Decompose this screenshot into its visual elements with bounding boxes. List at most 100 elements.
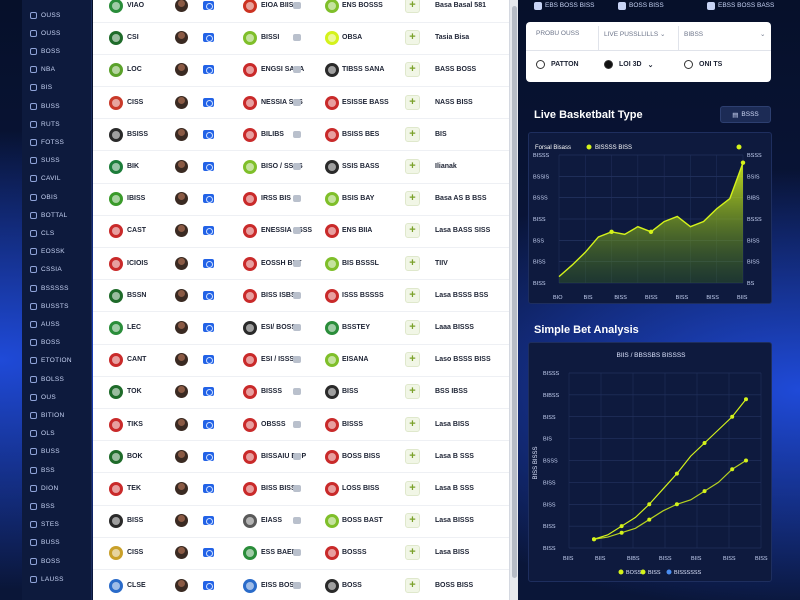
sidebar-item[interactable]: OUSS	[30, 26, 92, 40]
stream-icon[interactable]	[203, 548, 214, 558]
add-bet-button[interactable]: +	[405, 545, 420, 561]
sidebar-item[interactable]: SUSS	[30, 154, 92, 168]
add-bet-button[interactable]: +	[405, 577, 420, 593]
add-bet-button[interactable]: +	[405, 513, 420, 529]
table-row[interactable]: TEK BISS BISS LOSS BISS + Lasa B SSS	[93, 473, 509, 506]
add-bet-button[interactable]: +	[405, 352, 420, 368]
table-row[interactable]: IBISS IRSS BIS BSIS BAY + Basa AS B BSS	[93, 183, 509, 216]
table-row[interactable]: BSISS BILIBS BSISS BES + BIS	[93, 119, 509, 152]
sidebar-item[interactable]: BSS	[30, 499, 92, 513]
scrollbar-thumb[interactable]	[512, 6, 517, 578]
table-row[interactable]: VIAO EIOA BIIS ENS BOSSS + Basa Basal 58…	[93, 0, 509, 23]
data-point[interactable]	[740, 160, 746, 165]
sidebar-item[interactable]: ETOTION	[30, 354, 92, 368]
add-bet-button[interactable]: +	[405, 0, 420, 13]
data-point[interactable]	[744, 458, 748, 463]
stream-icon[interactable]	[203, 451, 214, 461]
add-bet-button[interactable]: +	[405, 384, 420, 400]
add-bet-button[interactable]: +	[405, 126, 420, 142]
data-point[interactable]	[609, 229, 614, 234]
stream-icon[interactable]	[203, 1, 214, 10]
sidebar-item[interactable]: BSSSSS	[30, 281, 92, 295]
add-bet-button[interactable]: +	[405, 255, 420, 271]
table-row[interactable]: TIKS OBSSS BISSS + Lasa BISS	[93, 409, 509, 442]
sidebar-item[interactable]: OBIS	[30, 190, 92, 204]
top-tab-1[interactable]: EBS BOSS BISS	[534, 0, 595, 11]
stream-icon[interactable]	[203, 65, 214, 75]
data-point[interactable]	[619, 524, 624, 529]
data-point[interactable]	[702, 441, 707, 445]
filter-header-1[interactable]: PROBU OUSS	[536, 30, 580, 37]
data-point[interactable]	[674, 502, 679, 507]
table-row[interactable]: CANT ESI / ISSSA EISANA + Laso BSSS BISS	[93, 344, 509, 377]
top-tab-3[interactable]: EBSS BOSS BASS	[707, 0, 774, 11]
stream-icon[interactable]	[203, 162, 214, 171]
sidebar-item[interactable]: BUSS	[30, 445, 92, 459]
add-bet-button[interactable]: +	[405, 448, 420, 464]
stream-icon[interactable]	[203, 516, 214, 526]
sidebar-item[interactable]: BOSS	[30, 554, 92, 568]
sidebar-item[interactable]: BOSS	[30, 336, 92, 350]
sidebar-item[interactable]: CLS	[30, 226, 92, 240]
sidebar-item[interactable]: BUSSTS	[30, 299, 92, 313]
stream-icon[interactable]	[203, 129, 214, 139]
stream-icon[interactable]	[203, 387, 214, 397]
sidebar-item[interactable]: DION	[30, 481, 92, 495]
table-row[interactable]: LOC ENGSI SASA TIBSS SANA + BASS BOSS	[93, 54, 509, 87]
stream-icon[interactable]	[203, 97, 214, 107]
stream-icon[interactable]	[203, 226, 214, 236]
data-point[interactable]	[674, 471, 679, 476]
sidebar-item[interactable]: CSSIA	[30, 263, 92, 277]
add-bet-button[interactable]: +	[405, 30, 420, 46]
add-bet-button[interactable]: +	[405, 223, 420, 239]
sidebar-item[interactable]: BUSS	[30, 536, 92, 550]
add-bet-button[interactable]: +	[405, 287, 420, 303]
sidebar-item[interactable]: BSS	[30, 463, 92, 477]
sidebar-item[interactable]: BOTTAL	[30, 208, 92, 222]
sidebar-item[interactable]: EOSSK	[30, 245, 92, 259]
stream-icon[interactable]	[203, 484, 214, 493]
data-point[interactable]	[619, 530, 624, 535]
add-bet-button[interactable]: +	[405, 320, 420, 335]
sidebar-item[interactable]: BOSS	[30, 44, 92, 58]
data-point[interactable]	[592, 537, 596, 542]
list-scrollbar[interactable]	[509, 0, 518, 600]
data-point[interactable]	[647, 502, 652, 507]
add-bet-button[interactable]: +	[405, 416, 420, 432]
stream-icon[interactable]	[203, 194, 214, 204]
sidebar-item[interactable]: CAVIL	[30, 172, 92, 186]
add-bet-button[interactable]: +	[405, 159, 420, 174]
sidebar-item[interactable]: AUSS	[30, 317, 92, 331]
data-point[interactable]	[730, 414, 735, 419]
table-row[interactable]: BISS EIASS BOSS BAST + Lasa BISSS	[93, 505, 509, 538]
table-row[interactable]: CISS NESSIA SSS ESISSE BASS + NASS BISS	[93, 87, 509, 120]
sidebar-item[interactable]: BUSS	[30, 99, 92, 113]
table-row[interactable]: CISS ESS BAEN BOSSS + Lasa BISS	[93, 537, 509, 570]
add-bet-button[interactable]: +	[405, 94, 420, 110]
sidebar-item[interactable]: OUS	[30, 390, 92, 404]
stream-icon[interactable]	[203, 323, 214, 332]
sidebar-item[interactable]: OLS	[30, 427, 92, 441]
table-row[interactable]: BIK BISO / SSSS SSIS BASS + Ilianak	[93, 151, 509, 184]
stream-icon[interactable]	[203, 290, 214, 300]
stream-icon[interactable]	[203, 419, 214, 429]
sidebar-item[interactable]: OUSS	[30, 8, 92, 22]
data-point[interactable]	[648, 229, 654, 234]
table-row[interactable]: CAST ENESSIA SSSS ENS BIIA + Lasa BASS S…	[93, 215, 509, 248]
sidebar-item[interactable]: FOTSS	[30, 135, 92, 149]
table-row[interactable]: ICIOIS EOSSH BET BIS BSSSL + TIIV	[93, 248, 509, 281]
add-bet-button[interactable]: +	[405, 191, 420, 207]
filter-option-3[interactable]: ONI TS	[684, 60, 722, 69]
data-point[interactable]	[702, 489, 707, 494]
filter-option-1[interactable]: PATTON	[536, 60, 579, 69]
sidebar-item[interactable]: BOLSS	[30, 372, 92, 386]
data-point[interactable]	[730, 467, 735, 472]
add-bet-button[interactable]: +	[405, 481, 420, 496]
stream-icon[interactable]	[203, 580, 214, 590]
table-row[interactable]: CLSE EISS BOSS BOSS + BOSS BISS	[93, 570, 509, 600]
table-row[interactable]: BSSN BISS ISBS ISSS BSSSS + Lasa BSSS BS…	[93, 280, 509, 313]
sidebar-item[interactable]: BIS	[30, 81, 92, 95]
sidebar-item[interactable]: RUTS	[30, 117, 92, 131]
sidebar-item[interactable]: BITION	[30, 408, 92, 422]
table-row[interactable]: LEC ESI/ BOSS BSSTEY + Laaa BISSS	[93, 312, 509, 345]
